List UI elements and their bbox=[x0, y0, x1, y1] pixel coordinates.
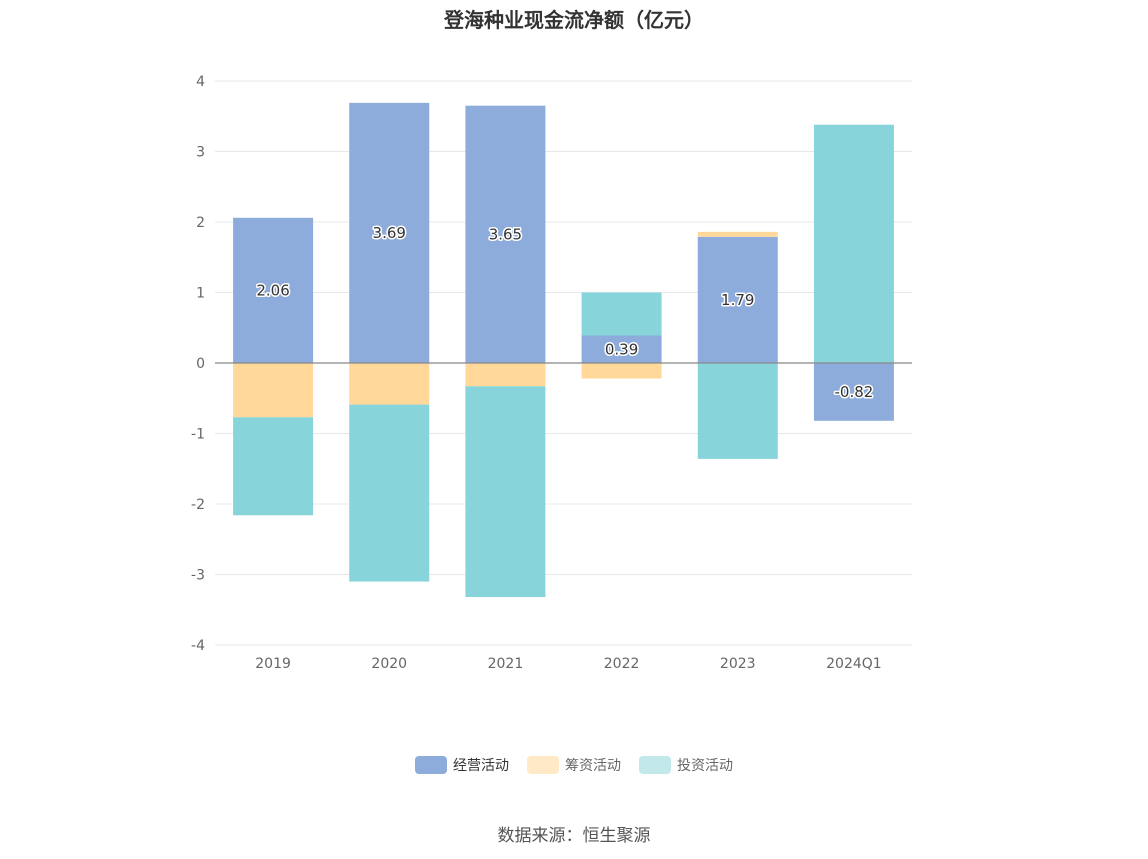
bar-2020-series-1 bbox=[349, 363, 430, 405]
data-label: 2.06 bbox=[256, 281, 289, 299]
legend-swatch bbox=[527, 756, 559, 774]
legend-swatch bbox=[639, 756, 671, 774]
source-note: 数据来源：恒生聚源 bbox=[497, 826, 651, 846]
y-tick-label: -3 bbox=[191, 568, 205, 584]
y-tick-label: 4 bbox=[196, 74, 205, 90]
bar-2023-series-2 bbox=[697, 363, 778, 459]
legend: 经营活动 筹资活动 投资活动 bbox=[0, 755, 1148, 775]
x-tick-label: 2023 bbox=[720, 656, 756, 672]
gridlines bbox=[215, 80, 912, 646]
bar-2020-series-2 bbox=[349, 404, 430, 582]
y-tick-label: 2 bbox=[196, 215, 205, 231]
legend-swatch bbox=[415, 756, 447, 774]
y-axis-ticks: 4 3 2 1 0 -1 -2 -3 -4 bbox=[191, 74, 205, 654]
y-tick-label: -1 bbox=[191, 427, 205, 443]
legend-item[interactable]: 投资活动 bbox=[639, 755, 733, 775]
bar-2022-series-2 bbox=[581, 292, 662, 336]
legend-label: 投资活动 bbox=[677, 758, 733, 774]
x-tick-label: 2022 bbox=[604, 656, 640, 672]
data-label: 3.69 bbox=[373, 224, 406, 242]
bar-2023-series-1 bbox=[697, 231, 778, 237]
x-tick-label: 2019 bbox=[255, 656, 291, 672]
y-tick-label: -4 bbox=[191, 638, 205, 654]
data-label: 3.65 bbox=[489, 225, 522, 243]
bar-2021-series-2 bbox=[465, 386, 546, 598]
data-labels: 2.06 3.69 3.65 0.39 1.79 -0.82 bbox=[255, 222, 875, 402]
data-label: 1.79 bbox=[721, 291, 754, 309]
data-label: -0.82 bbox=[835, 383, 874, 401]
y-tick-label: -2 bbox=[191, 497, 205, 513]
bars bbox=[233, 102, 894, 598]
chart-title: 登海种业现金流净额（亿元） bbox=[444, 8, 704, 32]
bar-2020-series-0 bbox=[349, 102, 430, 363]
x-tick-label: 2020 bbox=[371, 656, 407, 672]
y-tick-label: 3 bbox=[196, 145, 205, 161]
bar-2019-series-2 bbox=[233, 417, 314, 516]
bar-2024Q1-series-0 bbox=[813, 363, 894, 421]
data-label: 0.39 bbox=[605, 340, 638, 358]
y-tick-label: 1 bbox=[196, 286, 205, 302]
y-tick-label: 0 bbox=[196, 356, 205, 372]
bar-2022-series-0 bbox=[581, 335, 662, 363]
bar-2021-series-0 bbox=[465, 105, 546, 364]
bar-2023-series-0 bbox=[697, 236, 778, 363]
x-tick-label: 2024Q1 bbox=[826, 656, 882, 672]
bar-2021-series-1 bbox=[465, 363, 546, 387]
legend-label: 筹资活动 bbox=[565, 758, 621, 774]
x-axis-ticks: 2019 2020 2021 2022 2023 2024Q1 bbox=[255, 656, 881, 672]
legend-label: 经营活动 bbox=[453, 758, 509, 774]
bar-2024Q1-series-2 bbox=[813, 124, 894, 364]
bar-2022-series-1 bbox=[581, 363, 662, 379]
legend-item[interactable]: 经营活动 bbox=[415, 755, 509, 775]
bar-2019-series-0 bbox=[233, 217, 314, 363]
x-tick-label: 2021 bbox=[488, 656, 524, 672]
legend-item[interactable]: 筹资活动 bbox=[527, 755, 621, 775]
bar-2019-series-1 bbox=[233, 363, 314, 418]
